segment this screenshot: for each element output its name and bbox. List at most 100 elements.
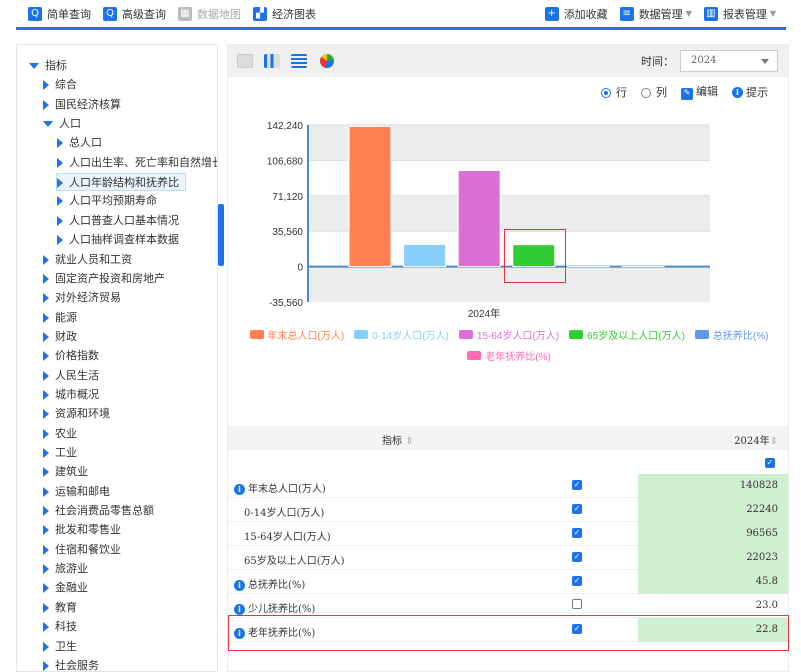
pie-chart-view-icon[interactable] [320,54,334,68]
caret-right-icon[interactable] [43,602,49,613]
tree-node[interactable]: 对外经济贸易 [43,289,121,307]
tree-node[interactable]: 总人口 [57,134,102,152]
caret-right-icon[interactable] [43,331,49,342]
tree-node[interactable]: 指标 [29,57,67,75]
caret-right-icon[interactable] [57,196,63,207]
caret-right-icon[interactable] [43,583,49,594]
col-radio[interactable]: 列 [641,84,667,100]
tree-node[interactable]: 教育 [43,599,77,617]
tree-node[interactable]: 住宿和餐饮业 [43,541,121,559]
caret-right-icon[interactable] [43,564,49,575]
caret-right-icon[interactable] [57,157,63,168]
toolbar-search-button[interactable]: Q 简单查询 [28,6,91,22]
tree-node[interactable]: 运输和邮电 [43,483,110,501]
toolbar-plus-button[interactable]: + 添加收藏 [544,6,608,22]
caret-right-icon[interactable] [43,80,49,91]
tree-node[interactable]: 人口年龄结构和抚养比 [56,173,186,192]
tree-node[interactable]: 卫生 [43,638,77,656]
caret-right-icon[interactable] [43,389,49,400]
year-column-header[interactable]: 2024年⇕ [734,432,778,447]
row-checkbox[interactable]: ✓ [572,575,582,586]
tree-node[interactable]: 金融业 [43,579,88,597]
caret-right-icon[interactable] [43,525,49,536]
caret-right-icon[interactable] [43,273,49,284]
tree-node[interactable]: 人口抽样调查样本数据 [57,231,179,249]
caret-right-icon[interactable] [57,178,63,189]
toolbar-report-button[interactable]: ▥ 报表管理 ▼ [703,6,776,22]
caret-right-icon[interactable] [43,448,49,458]
legend-item[interactable]: 老年抚养比(%) [467,348,551,363]
tree-node[interactable]: 资源和环境 [43,405,110,423]
caret-right-icon[interactable] [43,467,49,478]
tree-node[interactable]: 人口普查人口基本情况 [57,212,179,230]
caret-right-icon[interactable] [43,622,49,633]
caret-right-icon[interactable] [43,486,49,497]
caret-down-icon[interactable] [43,121,53,128]
caret-right-icon[interactable] [57,215,63,226]
tree-node[interactable]: 价格指数 [43,347,99,365]
row-checkbox[interactable] [572,599,582,612]
row-checkbox[interactable]: ✓ [572,503,582,514]
toolbar-advanced-search-button[interactable]: Q 高级查询 [103,6,166,22]
tree-node[interactable]: 批发和零售业 [43,521,121,539]
time-select[interactable]: 2024 [680,50,778,72]
caret-right-icon[interactable] [43,641,49,652]
tree-node[interactable]: 农业 [43,425,77,443]
caret-right-icon[interactable] [57,235,63,246]
info-icon[interactable]: i [234,628,245,639]
tree-node[interactable]: 财政 [43,328,77,346]
legend-item[interactable]: 年末总人口(万人) [249,327,344,342]
select-all-checkbox[interactable]: ✓ [765,455,775,468]
toolbar-chart-button[interactable]: ▞ 经济图表 [253,6,316,22]
caret-right-icon[interactable] [43,370,49,381]
tree-node[interactable]: 国民经济核算 [43,96,121,114]
caret-right-icon[interactable] [43,544,49,555]
sidebar-scrollbar[interactable] [218,204,224,266]
tree-node[interactable]: 能源 [43,309,77,327]
caret-right-icon[interactable] [43,99,49,110]
caret-right-icon[interactable] [43,351,49,362]
tree-node[interactable]: 固定资产投资和房地产 [43,270,165,288]
row-radio[interactable]: 行 [601,84,627,100]
info-icon[interactable]: i [234,604,245,615]
caret-right-icon[interactable] [57,138,63,149]
tree-node[interactable]: 工业 [43,444,77,462]
caret-down-icon[interactable] [29,63,39,69]
legend-item[interactable]: 65岁及以上人口(万人) [569,327,685,342]
legend-item[interactable]: 总抚养比(%) [694,327,768,342]
row-checkbox[interactable]: ✓ [572,623,582,634]
toolbar-map-button[interactable]: ▦ 数据地图 [178,6,241,22]
table-view-icon[interactable] [237,54,253,68]
tree-node[interactable]: 人口出生率、死亡率和自然增长率 [57,154,217,172]
tree-node[interactable]: 综合 [43,76,77,94]
info-icon[interactable]: i [234,580,245,591]
caret-right-icon[interactable] [43,506,49,517]
bar-chart-view-icon[interactable] [264,54,280,68]
info-icon[interactable]: i [234,484,245,495]
tree-node[interactable]: 旅游业 [43,560,88,578]
horizontal-bar-view-icon[interactable] [291,54,307,68]
edit-button[interactable]: ✎ 编辑 [681,83,718,100]
tree-node[interactable]: 科技 [43,618,77,636]
caret-right-icon[interactable] [43,293,49,304]
row-checkbox[interactable]: ✓ [572,551,582,562]
tree-node[interactable]: 社会服务 [43,657,99,671]
tree-node[interactable]: 社会消费品零售总额 [43,502,154,520]
tree-node[interactable]: 就业人员和工资 [43,251,132,269]
row-checkbox[interactable]: ✓ [572,527,582,538]
indicator-column-header[interactable]: 指标 ⇕ [382,432,414,447]
caret-right-icon[interactable] [43,660,49,671]
tree-node[interactable]: 人口平均预期寿命 [57,192,157,210]
tree-node[interactable]: 人民生活 [43,367,99,385]
tree-node[interactable]: 人口 [43,115,81,133]
row-checkbox[interactable]: ✓ [572,479,582,490]
toolbar-data-button[interactable]: ≡ 数据管理 ▼ [619,6,692,22]
legend-item[interactable]: 0-14岁人口(万人) [354,327,449,342]
caret-right-icon[interactable] [43,254,49,265]
caret-right-icon[interactable] [43,409,49,420]
caret-right-icon[interactable] [43,312,49,323]
tree-node[interactable]: 城市概况 [43,386,99,404]
tree-node[interactable]: 建筑业 [43,463,88,481]
legend-item[interactable]: 15-64岁人口(万人) [458,327,559,342]
tip-button[interactable]: i 提示 [732,84,768,100]
